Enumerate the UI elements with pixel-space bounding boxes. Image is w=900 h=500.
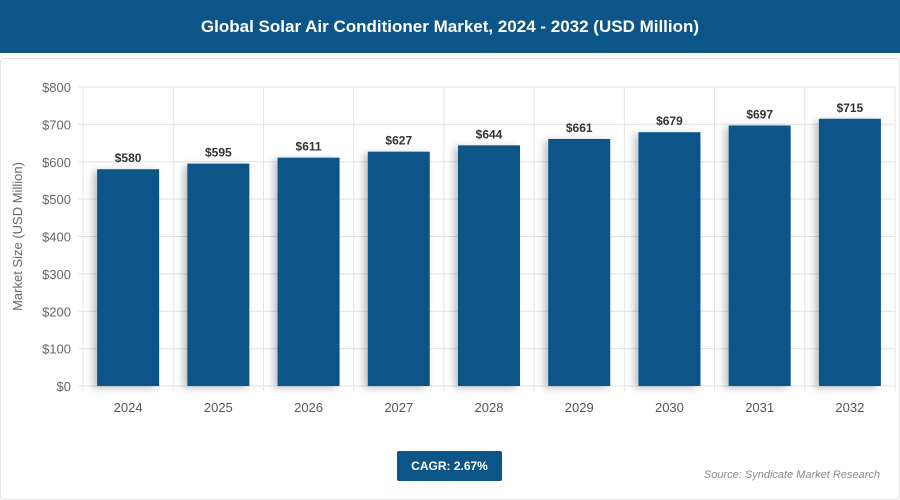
y-tick-label: $700 <box>42 117 71 132</box>
y-tick-label: $500 <box>42 192 71 207</box>
chart-title: Global Solar Air Conditioner Market, 202… <box>0 0 900 53</box>
bar-2026 <box>277 157 340 386</box>
x-tick-label: 2026 <box>294 400 323 415</box>
x-tick-label: 2025 <box>204 400 233 415</box>
y-axis-title: Market Size (USD Million) <box>10 162 25 311</box>
cagr-badge: CAGR: 2.67% <box>397 451 502 481</box>
data-label: $580 <box>115 151 142 165</box>
y-tick-label: $200 <box>42 304 71 319</box>
data-label: $627 <box>385 134 412 148</box>
source-note: Source: Syndicate Market Research <box>703 469 880 481</box>
y-tick-label: $800 <box>42 80 71 95</box>
bar-2032 <box>818 118 881 387</box>
bar-2029 <box>548 138 611 386</box>
x-tick-label: 2029 <box>565 400 594 415</box>
bar-2027 <box>367 151 430 386</box>
data-label: $611 <box>296 140 322 154</box>
x-tick-label: 2028 <box>475 400 504 415</box>
y-tick-label: $600 <box>42 155 71 170</box>
y-tick-label: $0 <box>57 379 71 394</box>
x-tick-label: 2031 <box>745 400 774 415</box>
x-tick-label: 2032 <box>835 400 864 415</box>
bar-2030 <box>638 132 701 386</box>
data-label: $661 <box>566 121 593 135</box>
data-label: $595 <box>205 146 232 160</box>
y-tick-label: $100 <box>42 342 71 357</box>
data-label: $715 <box>837 101 864 115</box>
bar-2028 <box>458 145 520 386</box>
bar-2031 <box>728 125 791 386</box>
data-label: $679 <box>656 114 683 128</box>
y-tick-label: $400 <box>42 230 71 245</box>
bar-2025 <box>187 163 250 386</box>
x-tick-label: 2030 <box>655 400 684 415</box>
y-tick-label: $300 <box>42 267 71 282</box>
x-tick-label: 2024 <box>114 400 143 415</box>
data-label: $697 <box>746 107 773 121</box>
bar-2024 <box>97 169 160 386</box>
data-label: $644 <box>476 127 503 141</box>
x-tick-label: 2027 <box>384 400 413 415</box>
